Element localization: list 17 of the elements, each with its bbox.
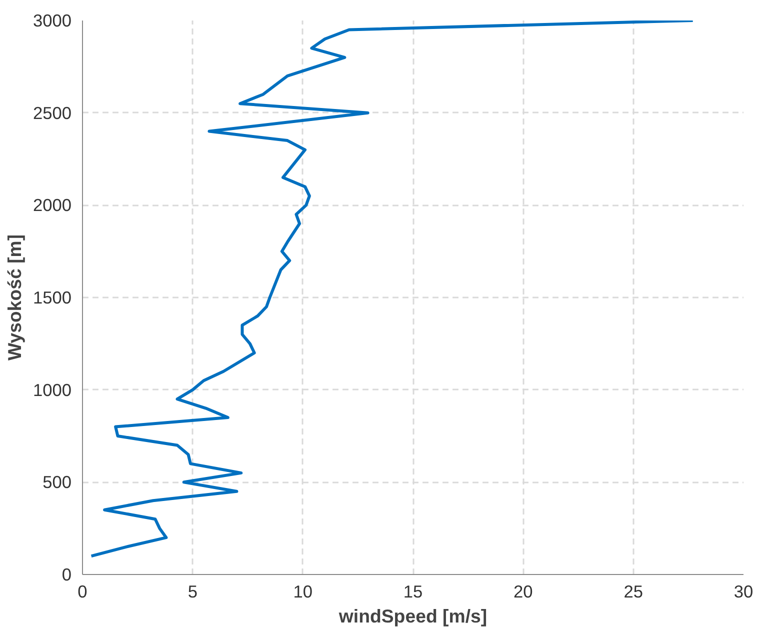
y-axis-title: Wysokość [m] [4, 234, 25, 361]
y-tick-label: 0 [62, 564, 72, 584]
y-tick-label: 1500 [32, 288, 72, 308]
line-series [90, 20, 694, 558]
x-tick-label: 30 [734, 582, 754, 602]
x-tick-label: 5 [188, 582, 198, 602]
x-tick-label: 15 [403, 582, 423, 602]
y-tick-label: 1000 [32, 380, 72, 400]
y-tick-label: 3000 [32, 10, 72, 30]
y-tick-label: 2500 [32, 102, 72, 123]
y-tick-label: 500 [42, 472, 72, 492]
x-axis-title: windSpeed [m/s] [338, 606, 488, 626]
x-tick-label: 25 [624, 582, 643, 602]
x-tick-label: 20 [514, 582, 533, 602]
x-tick-label: 0 [78, 582, 88, 602]
y-tick-label: 2000 [32, 195, 72, 216]
x-tick-label: 10 [293, 582, 312, 602]
